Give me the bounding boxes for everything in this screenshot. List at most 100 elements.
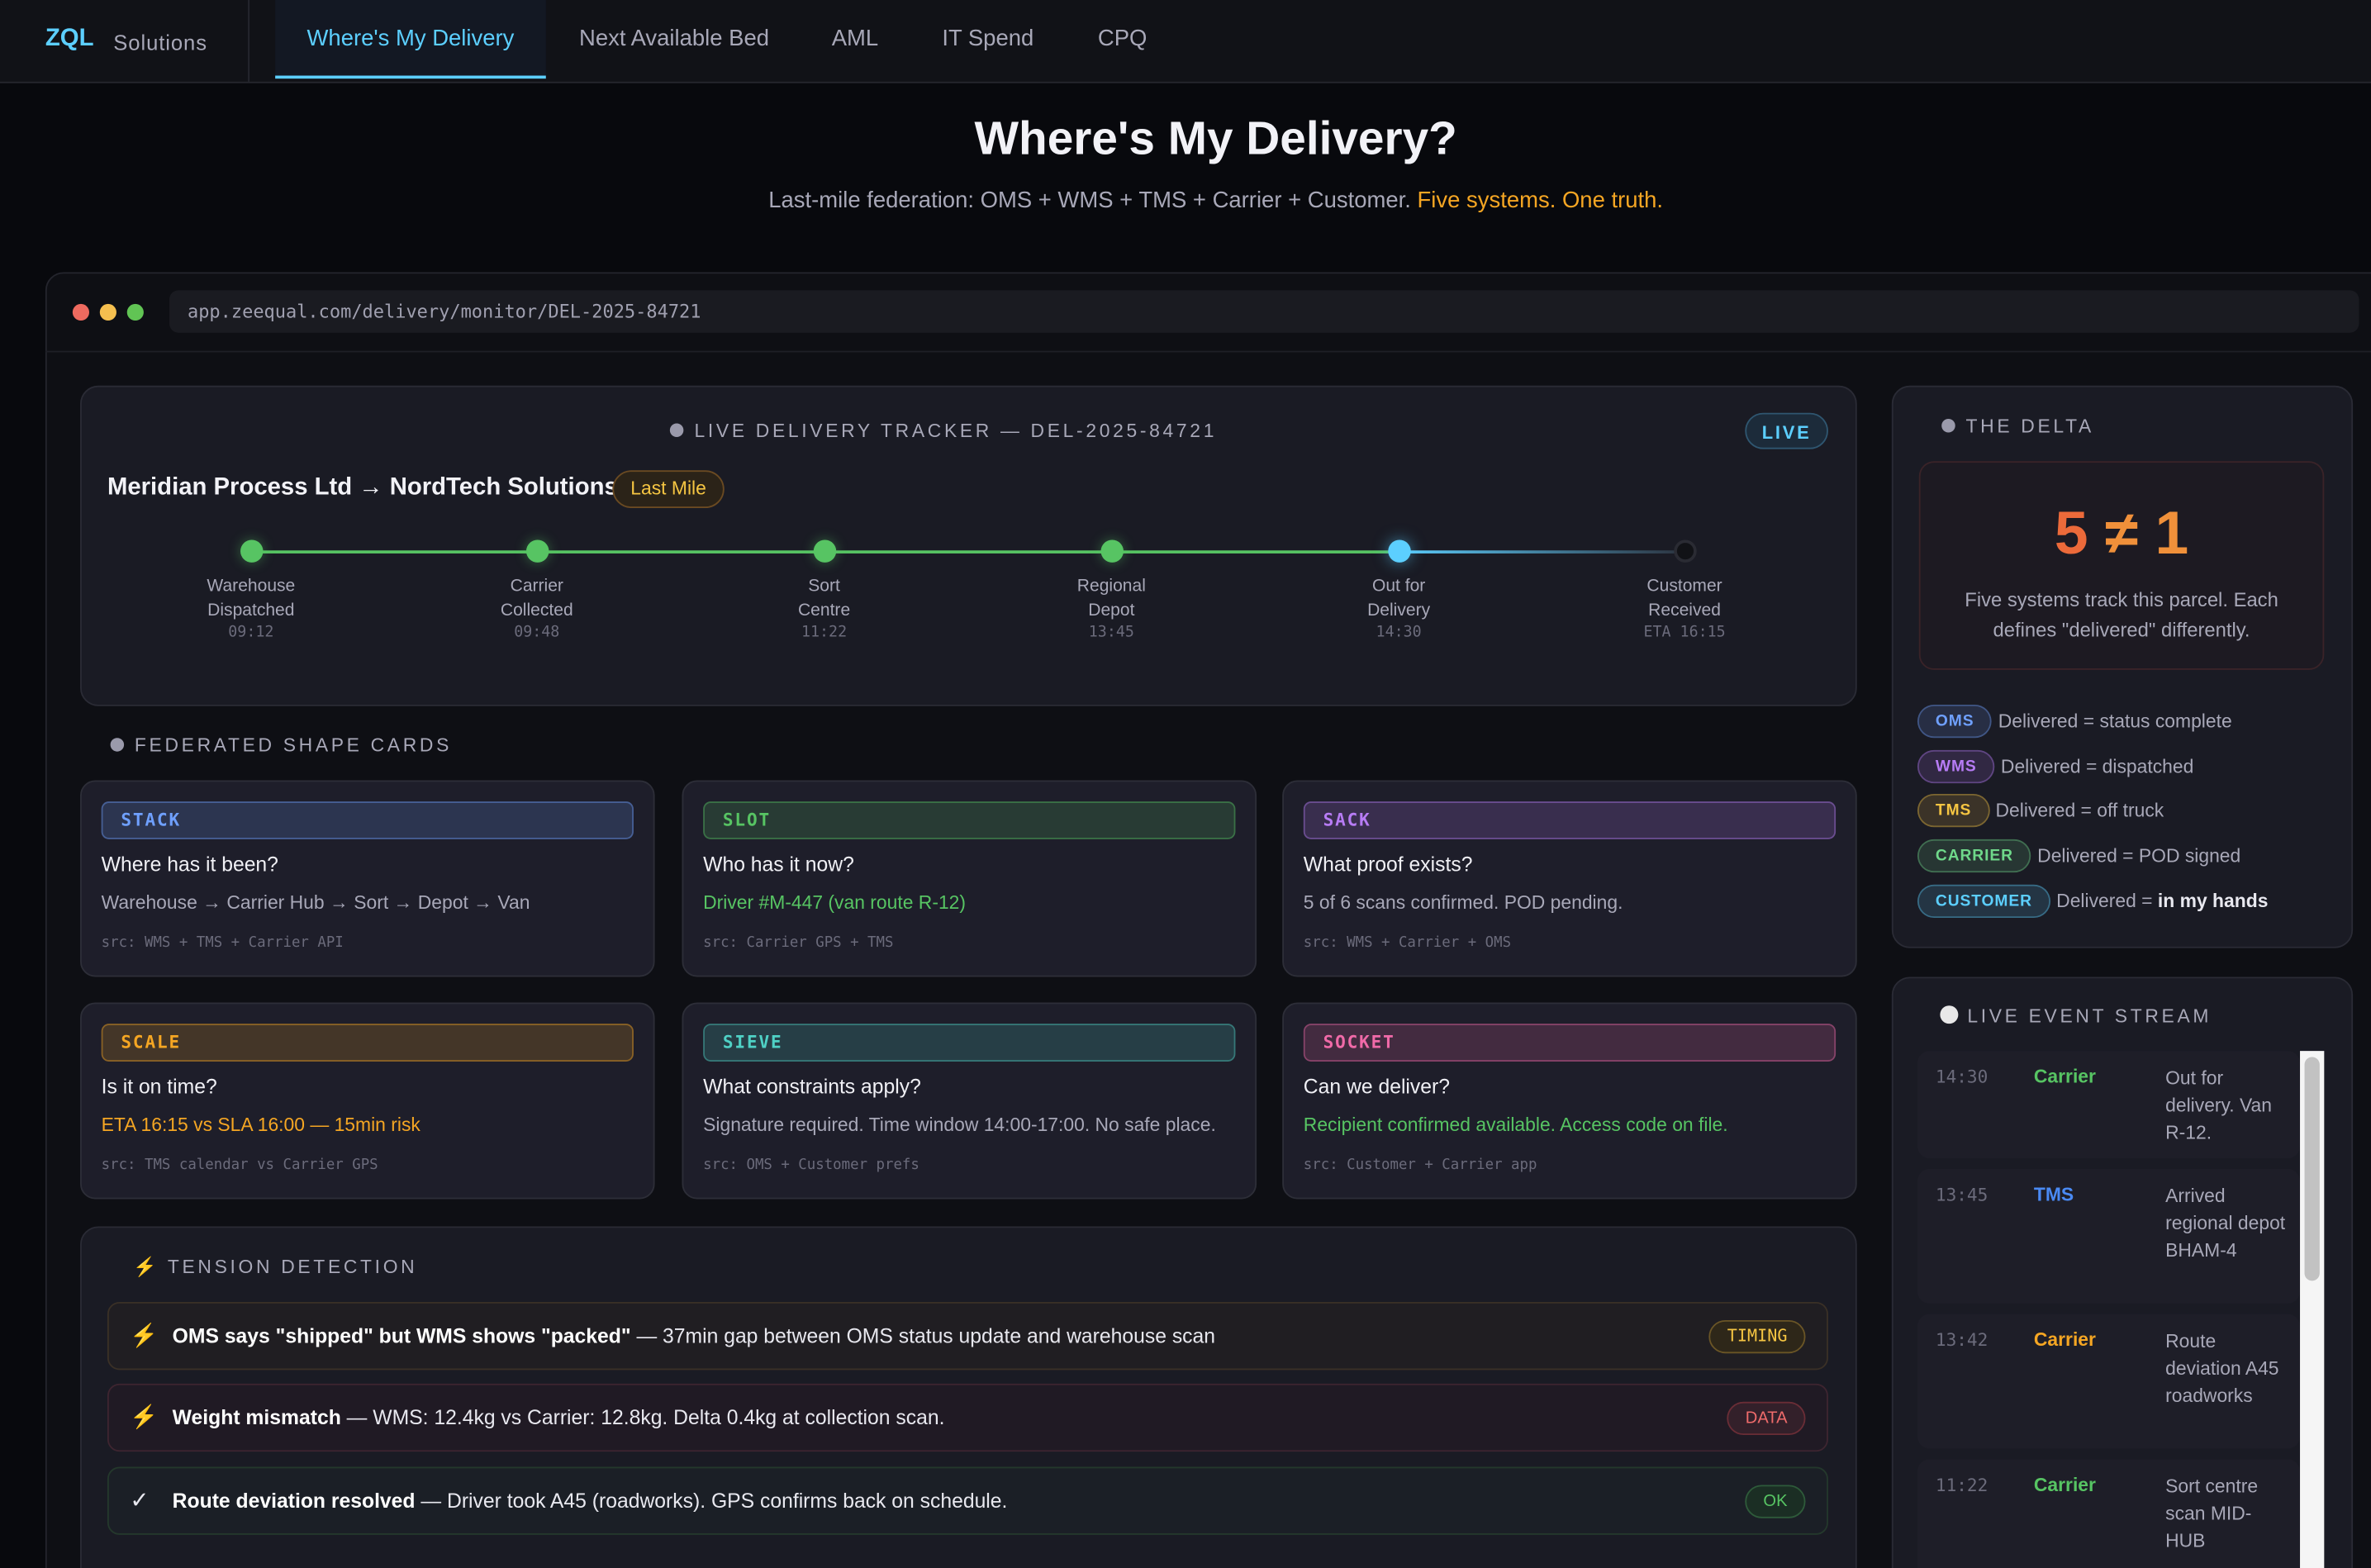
stage-label: Carrier Collected — [446, 575, 628, 624]
tension-detail: — 37min gap between OMS status update an… — [630, 1324, 1216, 1347]
stage-label-line1: Warehouse — [207, 577, 296, 596]
stage-node-icon — [525, 539, 549, 563]
tracker-heading: LIVE DELIVERY TRACKER — DEL-2025-84721 — [80, 420, 1807, 442]
stage-label-line1: Out for — [1371, 577, 1426, 596]
event-source: Carrier — [2033, 1328, 2096, 1351]
delta-operator: ≠ — [2104, 500, 2139, 568]
route-title: Meridian Process Ltd → NordTech Solution… — [107, 474, 618, 501]
shape-card-detail: Recipient confirmed available. Access co… — [1303, 1114, 1728, 1136]
stage-label: Regional Depot — [1021, 575, 1203, 624]
stage-label-line2: Dispatched — [207, 601, 295, 620]
shape-card-question: What constraints apply? — [703, 1075, 921, 1098]
tension-text: Weight mismatch — WMS: 12.4kg vs Carrier… — [173, 1406, 945, 1428]
event-text: Arrived regional depot BHAM-4 — [2165, 1186, 2286, 1262]
route-badge: Last Mile — [612, 470, 725, 509]
tension-row[interactable]: ✓ Route deviation resolved — Driver took … — [107, 1466, 1828, 1535]
stage-time: 09:48 — [514, 624, 560, 642]
delta-heading-text: THE DELTA — [1965, 416, 2094, 437]
event-stream-heading: LIVE EVENT STREAM — [1940, 1005, 2212, 1027]
shape-card-scale: SCALE Is it on time? ETA 16:15 vs SLA 16:0… — [80, 1002, 655, 1200]
shape-card-socket: SOCKET Can we deliver? Recipient confirmed… — [1282, 1002, 1857, 1200]
stage-label-line2: Collected — [500, 601, 573, 620]
stage-label-line2: Depot — [1088, 601, 1135, 620]
shape-card-source: src: WMS + Carrier + OMS — [1303, 934, 1512, 952]
timeline-connector — [1111, 550, 1399, 554]
shape-card-question: Can we deliver? — [1303, 1075, 1451, 1098]
system-badge: CUSTOMER — [1917, 884, 2050, 919]
shape-cards-heading-text: FEDERATED SHAPE CARDS — [134, 734, 453, 757]
event-text: Sort centre scan MID-HUB — [2165, 1475, 2259, 1551]
shape-card-question: Who has it now? — [703, 853, 854, 876]
event-item[interactable]: 14:30 Carrier Out for delivery. Van R-12. — [1917, 1051, 2301, 1159]
tab-it-spend[interactable]: IT Spend — [942, 26, 1034, 52]
timeline-connector — [1399, 550, 1685, 554]
shape-card-stack: STACK Where has it been? Warehouse → Carri… — [80, 780, 655, 977]
system-badge: CARRIER — [1917, 839, 2031, 873]
tracker-heading-text: LIVE DELIVERY TRACKER — DEL-2025-84721 — [694, 420, 1218, 442]
tension-badge: OK — [1745, 1485, 1806, 1518]
stage-label-line1: Customer — [1646, 577, 1722, 596]
shape-card-sieve: SIEVE What constraints apply? Signature re… — [682, 1002, 1257, 1200]
tab-next-available-bed[interactable]: Next Available Bed — [579, 26, 770, 52]
system-badge: WMS — [1917, 749, 1995, 784]
stage-label-line1: Regional — [1076, 577, 1146, 596]
url-bar[interactable]: app.zeequal.com/delivery/monitor/DEL-202… — [169, 290, 2359, 333]
legend-text: Delivered = — [2056, 891, 2158, 912]
maximize-dot-icon[interactable] — [126, 303, 144, 321]
shape-card-source: src: TMS calendar vs Carrier GPS — [101, 1157, 378, 1174]
event-stream-heading-text: LIVE EVENT STREAM — [1967, 1005, 2212, 1027]
minimize-dot-icon[interactable] — [99, 303, 116, 321]
legend-row: CUSTOMER Delivered = in my hands — [1917, 884, 2268, 919]
stage-label-line2: Delivery — [1367, 601, 1431, 620]
event-time: 13:42 — [1935, 1328, 1989, 1351]
shape-card-detail: Warehouse → Carrier Hub → Sort → Depot →… — [101, 891, 530, 914]
stage-label: Warehouse Dispatched — [160, 575, 342, 624]
stage-node-icon — [1100, 539, 1124, 563]
subtitle-text: Last-mile federation: OMS + WMS + TMS + … — [768, 187, 1411, 214]
legend-text: Delivered = dispatched — [2000, 756, 2194, 777]
stage-label-line2: Centre — [797, 601, 851, 620]
delta-equation: 5 ≠ 1 — [1919, 501, 2325, 568]
legend-row: OMS Delivered = status complete — [1917, 704, 2232, 739]
event-time: 13:45 — [1935, 1184, 1989, 1205]
event-source: Carrier — [2033, 1474, 2096, 1496]
tab-wheres-my-delivery[interactable]: Where's My Delivery — [275, 0, 546, 79]
event-item[interactable]: 13:45 TMS Arrived regional depot BHAM-4 — [1917, 1168, 2301, 1304]
shape-card-source: src: Customer + Carrier app — [1303, 1157, 1537, 1174]
page-title: Where's My Delivery? — [974, 112, 1457, 165]
stage-node-icon — [1387, 539, 1410, 563]
stage-label-line1: Carrier — [510, 577, 563, 596]
shape-card-question: What proof exists? — [1303, 853, 1473, 876]
stage-time: 14:30 — [1376, 624, 1422, 642]
section-dot-icon — [110, 738, 125, 752]
tension-badge: TIMING — [1708, 1319, 1806, 1354]
event-text: Out for delivery. Van R-12. — [2165, 1067, 2273, 1143]
status-dot-icon — [670, 423, 684, 437]
delta-summary-box — [1918, 461, 2325, 670]
tension-row[interactable]: ⚡ Weight mismatch — WMS: 12.4kg vs Carrie… — [107, 1383, 1828, 1452]
event-source: Carrier — [2033, 1066, 2096, 1088]
event-item[interactable]: 13:42 Carrier Route deviation A45 roadwork… — [1917, 1314, 2301, 1449]
event-item[interactable]: 11:22 Carrier Sort centre scan MID-HUB — [1917, 1459, 2301, 1568]
tension-detail: — WMS: 12.4kg vs Carrier: 12.8kg. Delta … — [340, 1406, 945, 1429]
shape-card-detail: ETA 16:15 vs SLA 16:00 — 15min risk — [101, 1114, 421, 1136]
tension-row[interactable]: ⚡ OMS says "shipped" but WMS shows "packe… — [107, 1301, 1828, 1371]
delivery-tracker-panel — [80, 385, 1857, 706]
shape-cards-heading: FEDERATED SHAPE CARDS — [110, 734, 453, 757]
system-badge: TMS — [1917, 793, 1990, 828]
scrollbar-thumb[interactable] — [2304, 1057, 2320, 1281]
timeline-connector — [536, 550, 824, 554]
check-icon: ✓ — [130, 1488, 150, 1514]
legend-text: Delivered = POD signed — [2037, 845, 2241, 867]
logo[interactable]: ZQL — [45, 26, 94, 52]
tab-aml[interactable]: AML — [831, 26, 879, 52]
delta-description: Five systems track this parcel. Each def… — [1965, 588, 2278, 642]
subtitle-highlight: Five systems. One truth. — [1417, 187, 1664, 214]
tab-cpq[interactable]: CPQ — [1097, 26, 1147, 52]
logo-subtitle: Solutions — [113, 30, 207, 55]
tension-title: Weight mismatch — [172, 1406, 341, 1429]
shape-card-tag: SOCKET — [1303, 1024, 1836, 1062]
close-dot-icon[interactable] — [72, 303, 89, 321]
stage-node-icon — [240, 539, 263, 563]
stage-label: Sort Centre — [734, 575, 915, 624]
